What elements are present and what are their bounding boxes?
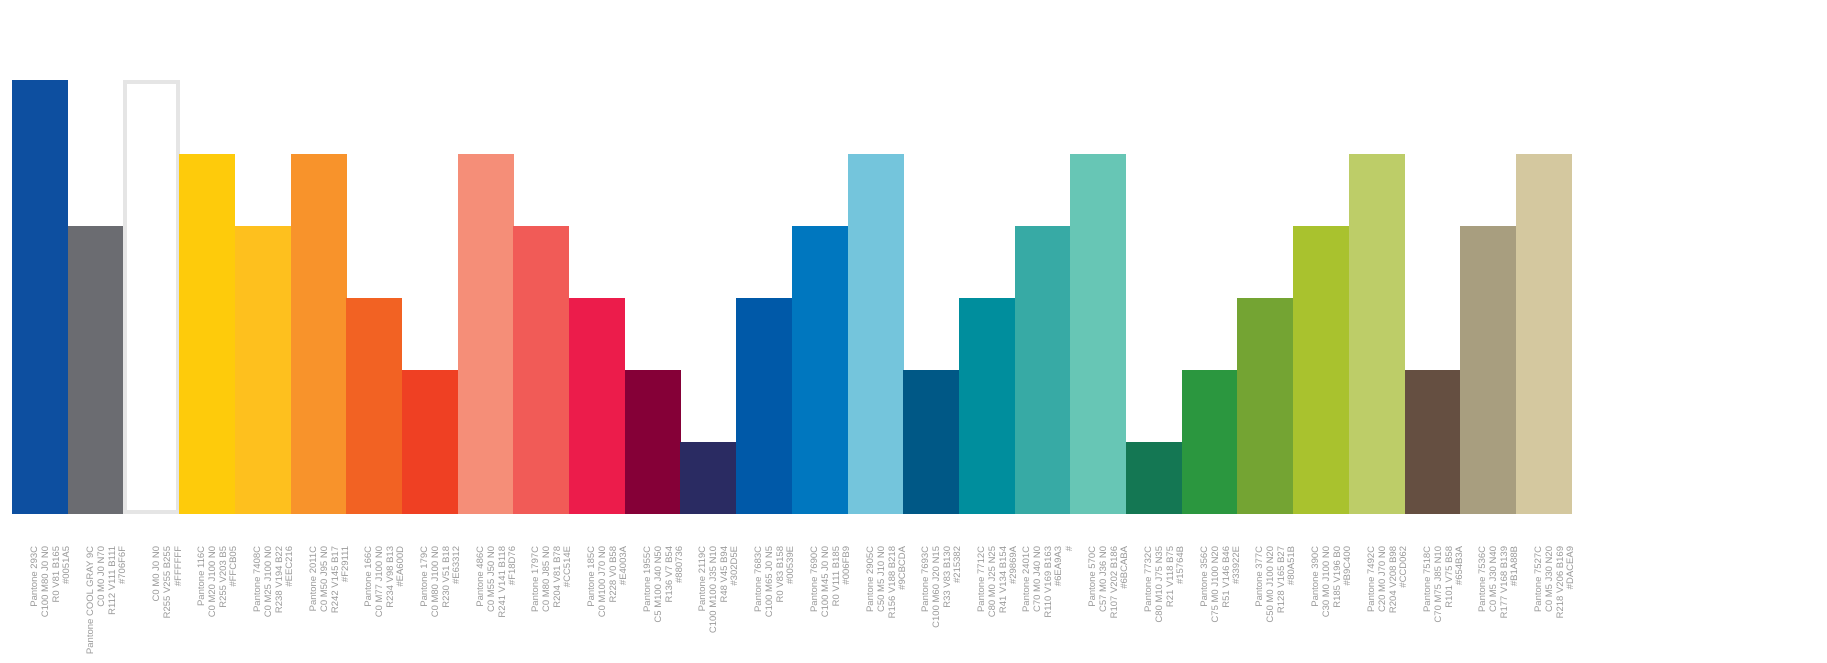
swatch-label-line: #880736 (674, 546, 686, 583)
swatch-label-line: #E4003A (618, 546, 630, 586)
swatch-label-line: C5 M100 J40 N50 (652, 546, 664, 623)
color-swatch (680, 442, 737, 514)
swatch-label-line: C0 M55 J50 N0 (485, 546, 497, 613)
swatch-label-line: C0 M5 J30 N20 (1543, 546, 1555, 613)
color-swatch (958, 298, 1016, 514)
swatch-label-line: Pantone 7518C (1421, 546, 1433, 613)
swatch-label-line: #80A51B (1286, 546, 1298, 586)
swatch-label-line: #DACEA9 (1565, 546, 1577, 590)
swatch-label-line: #F18D76 (506, 546, 518, 586)
swatch-label-line: C50 M5 J10 N0 (875, 546, 887, 613)
swatch-label-line: C0 M100 J70 N0 (596, 546, 608, 618)
color-swatch (1404, 370, 1461, 514)
swatch-label-line: Pantone 2401C (1020, 546, 1032, 613)
swatch-label-line: Pantone 2905C (864, 546, 876, 613)
swatch-label-line: #654B3A (1453, 546, 1465, 586)
swatch-label-line: C0 M80 J100 N0 (429, 546, 441, 618)
color-swatch (1460, 226, 1517, 514)
swatch-label-line: C20 M0 J70 N0 (1376, 546, 1388, 613)
swatch-label-line: #FFCB05 (228, 546, 240, 587)
color-swatch (123, 80, 180, 514)
swatch-label-line: Pantone 486C (474, 546, 486, 607)
swatch-label-line: #CC514E (562, 546, 574, 588)
swatch-label-line: #706F6F (117, 546, 129, 585)
swatch-label-line: Pantone COOL GRAY 9C (84, 546, 96, 655)
swatch-label-line: #B9C400 (1342, 546, 1354, 586)
swatch-label-line: #9CBCDA (896, 546, 908, 590)
swatch-label-line: #F29111 (339, 546, 351, 583)
swatch-label-line: C0 M0 J0 N70 (95, 546, 107, 607)
color-swatch (513, 226, 570, 514)
swatch-label-line: Pantone 356C (1198, 546, 1210, 607)
swatch-label-line: C70 M0 J40 N0 (1031, 546, 1043, 613)
swatch-label-line: #6BCABA (1119, 546, 1131, 589)
color-swatch (290, 154, 347, 514)
swatch-label-line: #33922E (1231, 546, 1243, 585)
swatch-label-line: Pantone 1955C (641, 546, 653, 613)
color-swatch (234, 226, 291, 514)
swatch-label-line: #00539E (785, 546, 797, 585)
swatch-label-line: #29869A (1008, 546, 1020, 585)
color-swatch (12, 80, 69, 514)
swatch-label-line: C75 M0 J100 N20 (1209, 546, 1221, 623)
swatch-label-line: #EA600D (395, 546, 407, 587)
color-swatch (1014, 226, 1071, 514)
swatch-label-line: R156 V188 B218 (886, 546, 898, 619)
swatch-label-line: #EEC216 (284, 546, 296, 587)
color-swatch (903, 370, 960, 514)
swatch-label-line: #215382 (952, 546, 964, 583)
swatch-label-line: C80 M0 J25 N25 (986, 546, 998, 618)
color-swatch (791, 226, 848, 514)
swatch-label-line: R242 V145 B17 (329, 546, 341, 614)
swatch-label-line: Pantone 7408C (251, 546, 263, 613)
swatch-label-line: #15764B (1175, 546, 1187, 585)
color-swatch (1515, 154, 1573, 514)
swatch-label-line: #FFFFFF (172, 546, 184, 587)
color-swatch (457, 154, 514, 514)
swatch-label-line: Pantone 2011C (307, 546, 319, 612)
color-swatch (1181, 370, 1238, 514)
swatch-label-line: Pantone 7492C (1365, 546, 1377, 613)
color-swatch (1126, 442, 1183, 514)
color-swatch (346, 298, 403, 514)
color-swatch (401, 370, 459, 514)
color-swatch (67, 226, 124, 514)
swatch-label-line: #CCD062 (1398, 546, 1410, 588)
swatch-label-line: C0 M50 J95 N0 (318, 546, 330, 613)
color-swatch (1348, 154, 1405, 514)
color-swatch (1237, 298, 1294, 514)
swatch-label-line: #006FB9 (841, 546, 853, 585)
swatch-label-line: C70 M75 J85 N10 (1432, 546, 1444, 623)
color-swatch (569, 298, 626, 514)
swatch-label-line: C100 M45 J0 N0 (819, 546, 831, 618)
swatch-label-line: Pantone 7690C (808, 546, 820, 613)
color-swatch (179, 154, 236, 514)
swatch-label-line: #302D5E (729, 546, 741, 586)
swatch-label-line: #6EA9A3 (1053, 546, 1065, 587)
swatch-label-line: #E63312 (451, 546, 463, 585)
swatch-label-line: R241 V141 B118 (496, 546, 508, 618)
swatch-label-line: R101 V75 B58 (1443, 546, 1455, 608)
swatch-label-line: C0 M25 J100 N0 (262, 546, 274, 618)
color-swatch (736, 298, 793, 514)
color-swatch (847, 154, 904, 514)
swatch-label-line: # (1063, 546, 1075, 552)
swatch-label-line: #0051A5 (61, 546, 73, 585)
color-swatch (1070, 154, 1127, 514)
color-swatch (1293, 226, 1350, 514)
color-swatch (624, 370, 681, 514)
swatch-label-line: #B1A88B (1509, 546, 1521, 587)
swatch-label-line: C80 M10 J75 N35 (1153, 546, 1165, 623)
swatch-label-line: C100 M80 J0 N0 (39, 546, 51, 618)
